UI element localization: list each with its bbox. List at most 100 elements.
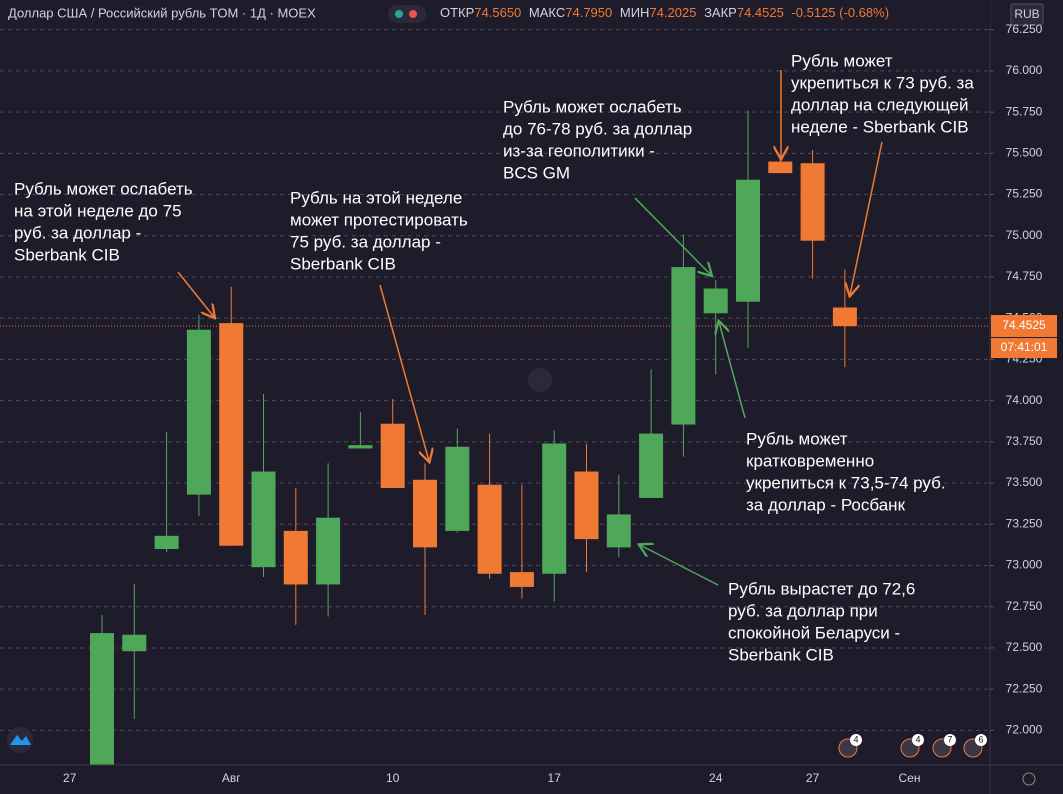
low-label: МИН (620, 5, 650, 20)
event-badge (850, 734, 862, 746)
annotation-line: Sberbank CIB (290, 254, 396, 273)
y-tick-label: 74.750 (1006, 269, 1043, 283)
ohlc: ОТКР74.5650 МАКС74.7950 МИН74.2025 ЗАКР7… (440, 5, 889, 20)
candle-body (186, 329, 211, 495)
candle-body (380, 423, 405, 489)
y-tick-label: 72.000 (1006, 723, 1043, 737)
annotation-line: кратковременно (746, 451, 874, 470)
annotation-line: доллар на следующей (791, 95, 968, 114)
candle-body (736, 179, 760, 302)
x-tick-label: 17 (548, 771, 562, 785)
arrow (719, 322, 746, 419)
status-dot (395, 10, 403, 18)
last-price-box (991, 315, 1057, 338)
annotation-line: неделе - Sberbank CIB (791, 117, 969, 136)
annotation-line: Рубль может ослабеть (14, 179, 193, 198)
arrow (379, 284, 429, 461)
y-tick-label: 73.250 (1006, 516, 1043, 530)
annotation-line: Рубль на этой неделе (290, 188, 462, 207)
currency: RUB (1014, 7, 1039, 21)
annotation-line: укрепиться к 73,5-74 руб. (746, 473, 946, 492)
candle-body (671, 267, 696, 425)
event-count: 6 (978, 734, 983, 744)
annotation-line: Рубль может (746, 429, 848, 448)
candle-body (606, 514, 631, 548)
y-tick-label: 73.500 (1006, 475, 1043, 489)
y-tick-label: 73.000 (1006, 558, 1043, 572)
candle-body (316, 517, 341, 585)
annotation-line: до 76-78 руб. за доллар (503, 119, 692, 138)
status-dot (409, 10, 417, 18)
countdown: 07:41:01 (1001, 340, 1048, 354)
annotation-line: укрепиться к 73 руб. за (791, 73, 974, 92)
arrow (850, 141, 883, 295)
annotation-line: Рубль вырастет до 72,6 (728, 579, 915, 598)
annotation-line: 75 руб. за доллар - (290, 232, 441, 251)
arrows (177, 70, 883, 586)
annotation-line: Sberbank CIB (728, 645, 834, 664)
candle-body (122, 634, 147, 652)
status-toggle[interactable] (388, 5, 426, 23)
high-value: 74.7950 (565, 5, 612, 20)
x-tick-label: 24 (709, 771, 723, 785)
annotation-line: спокойной Беларуси - (728, 623, 900, 642)
annotation-line: Рубль может ослабеть (503, 97, 682, 116)
settings[interactable] (1022, 772, 1036, 786)
low-value: 74.2025 (649, 5, 696, 20)
y-tick-label: 72.750 (1006, 599, 1043, 613)
x-tick-label: 27 (63, 771, 77, 785)
candle-body (703, 288, 728, 314)
y-tick-label: 74.000 (1006, 393, 1043, 407)
candle-body (283, 530, 308, 585)
arrow (634, 197, 711, 275)
candle-body (477, 484, 502, 574)
change: -0.5125 (-0.68%) (791, 5, 889, 20)
candle-body (768, 161, 793, 174)
y-tick-label: 72.500 (1006, 640, 1043, 654)
x-tick-label: 27 (806, 771, 820, 785)
close-value: 74.4525 (737, 5, 784, 20)
last-price: 74.4525 (1002, 318, 1046, 332)
annotation-line: из-за геополитики - (503, 141, 655, 160)
candle-body (639, 433, 664, 498)
symbol: Доллар США / Российский рубль TOM · 1Д ·… (8, 5, 316, 20)
candle-body (154, 535, 179, 550)
x-tick-label: Авг (222, 771, 241, 785)
annotation-line: руб. за доллар - (14, 223, 141, 242)
candle-body (251, 471, 276, 568)
y-tick-label: 72.250 (1006, 681, 1043, 695)
arrow (177, 271, 214, 317)
header-bar (0, 0, 990, 28)
y-tick-label: 75.250 (1006, 187, 1043, 201)
open-label: ОТКР (440, 5, 474, 20)
annotation-line: Рубль может (791, 51, 893, 70)
close-label: ЗАКР (704, 5, 737, 20)
open-value: 74.5650 (474, 5, 521, 20)
arrow (640, 545, 719, 586)
currency-button[interactable] (1010, 3, 1044, 26)
annotation-line: руб. за доллар при (728, 601, 878, 620)
logo-icon (10, 735, 31, 745)
y-tick-label: 75.500 (1006, 146, 1043, 160)
event-badge (912, 734, 924, 746)
candle-body (413, 479, 437, 548)
annotation-line: BCS GM (503, 163, 570, 182)
candle-body (509, 572, 534, 587)
event-badge (944, 734, 956, 746)
annotation-line: на этой неделе до 75 (14, 201, 182, 220)
candle-body (90, 633, 114, 765)
event-count: 4 (915, 734, 920, 744)
watermark-logo (528, 368, 552, 392)
candle-body (800, 163, 825, 241)
candle-body (832, 307, 857, 327)
x-tick-label: Сен (899, 771, 921, 785)
event-count: 4 (853, 734, 858, 744)
event-count: 7 (947, 734, 952, 744)
event-badge (975, 734, 987, 746)
y-tick-label: 76.250 (1006, 22, 1043, 36)
y-tick-label: 73.750 (1006, 434, 1043, 448)
annotation-line: за доллар - Росбанк (746, 495, 906, 514)
